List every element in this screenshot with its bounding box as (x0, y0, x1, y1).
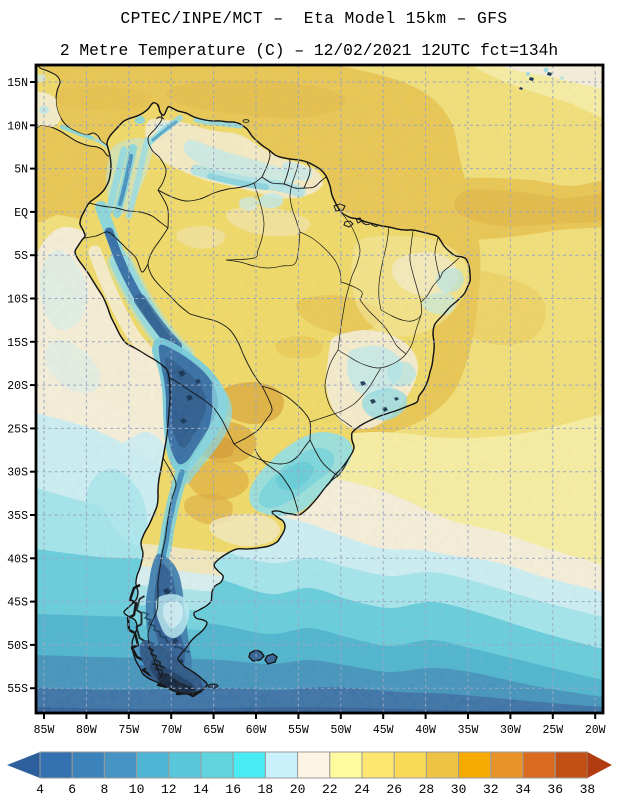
svg-text:45W: 45W (373, 724, 394, 737)
svg-text:34: 34 (515, 782, 531, 797)
svg-text:16: 16 (225, 782, 241, 797)
svg-text:40W: 40W (415, 724, 436, 737)
svg-text:20S: 20S (7, 380, 28, 393)
svg-text:EQ: EQ (14, 207, 28, 220)
svg-text:30S: 30S (7, 467, 28, 480)
svg-text:55W: 55W (288, 724, 309, 737)
svg-text:14: 14 (193, 782, 209, 797)
svg-text:32: 32 (483, 782, 499, 797)
svg-text:24: 24 (354, 782, 370, 797)
svg-text:6: 6 (68, 782, 76, 797)
svg-text:36: 36 (547, 782, 563, 797)
svg-text:38: 38 (580, 782, 596, 797)
svg-text:35W: 35W (458, 724, 479, 737)
svg-text:20: 20 (290, 782, 306, 797)
svg-text:5N: 5N (14, 164, 28, 177)
svg-text:60W: 60W (246, 724, 267, 737)
svg-text:CPTEC/INPE/MCT – Eta Model 15: CPTEC/INPE/MCT – Eta Model 15km – GFS (120, 9, 507, 28)
svg-text:18: 18 (258, 782, 274, 797)
svg-text:40S: 40S (7, 553, 28, 566)
svg-text:65W: 65W (203, 724, 224, 737)
svg-text:45S: 45S (7, 597, 28, 610)
svg-text:10S: 10S (7, 294, 28, 307)
svg-text:28: 28 (419, 782, 435, 797)
svg-text:15S: 15S (7, 337, 28, 350)
svg-text:20W: 20W (585, 724, 606, 737)
svg-text:50S: 50S (7, 640, 28, 653)
svg-text:25S: 25S (7, 423, 28, 436)
svg-text:35S: 35S (7, 510, 28, 523)
svg-text:5S: 5S (14, 250, 28, 263)
svg-text:12: 12 (161, 782, 177, 797)
svg-text:22: 22 (322, 782, 338, 797)
svg-text:4: 4 (36, 782, 44, 797)
svg-text:8: 8 (100, 782, 108, 797)
svg-text:75W: 75W (118, 724, 139, 737)
svg-text:2 Metre Temperature (C) – 12/0: 2 Metre Temperature (C) – 12/02/2021 12U… (60, 41, 558, 60)
svg-text:25W: 25W (542, 724, 563, 737)
svg-text:10: 10 (129, 782, 145, 797)
svg-text:26: 26 (386, 782, 402, 797)
svg-text:55S: 55S (7, 683, 28, 696)
svg-text:30W: 30W (500, 724, 521, 737)
svg-text:70W: 70W (161, 724, 182, 737)
svg-text:30: 30 (451, 782, 467, 797)
svg-text:80W: 80W (76, 724, 97, 737)
svg-text:10N: 10N (7, 120, 28, 133)
svg-text:85W: 85W (34, 724, 55, 737)
svg-text:15N: 15N (7, 77, 28, 90)
svg-text:50W: 50W (330, 724, 351, 737)
